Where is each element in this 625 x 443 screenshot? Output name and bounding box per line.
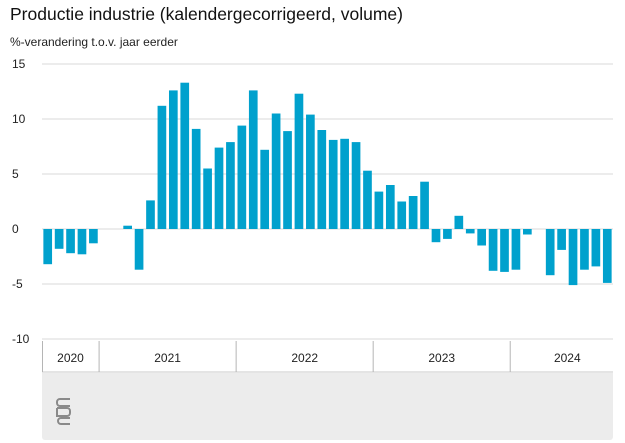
bar[interactable] [77,229,87,255]
x-axis: 2020 2021 2022 2023 2024 [42,341,613,373]
bar[interactable] [191,128,201,229]
bar[interactable] [602,229,612,283]
bar[interactable] [157,105,167,229]
cbs-logo-icon [56,398,71,425]
bar[interactable] [248,90,258,230]
bar[interactable] [408,196,418,229]
bar[interactable] [146,200,155,229]
chart-subtitle: %-verandering t.o.v. jaar eerder [10,35,178,49]
bar[interactable] [237,125,247,229]
bar[interactable] [523,229,532,235]
bar[interactable] [134,229,144,270]
chart-footer [42,373,613,440]
bar[interactable] [443,229,452,239]
bar[interactable] [568,229,578,286]
bar[interactable] [271,113,281,230]
bar[interactable] [294,93,304,229]
bar[interactable] [283,131,292,229]
bar[interactable] [545,229,555,276]
y-tick-label: 15 [12,57,26,71]
y-tick-label: -10 [12,332,30,346]
bar[interactable] [43,229,53,265]
x-year-label: 2023 [428,351,455,365]
bar[interactable] [351,142,361,229]
bar[interactable] [477,229,487,246]
bar[interactable] [168,90,178,230]
bar[interactable] [557,229,566,250]
chart-title: Productie industrie (kalendergecorrigeer… [10,4,403,24]
bar[interactable] [580,229,589,270]
y-tick-label: 5 [12,167,19,181]
y-tick-label: 10 [12,112,26,126]
bars [43,82,612,286]
bar[interactable] [214,147,224,229]
y-tick-label: 0 [12,222,19,236]
bar[interactable] [488,229,498,271]
bar[interactable] [180,82,190,229]
bar[interactable] [317,130,327,229]
x-year-label: 2022 [291,351,318,365]
x-year-label: 2024 [554,351,581,365]
bar[interactable] [363,170,372,229]
y-axis-ticks: 15 10 5 0 -5 -10 [12,57,30,346]
bar[interactable] [226,142,235,229]
bar[interactable] [420,181,429,229]
y-tick-label: -5 [12,277,23,291]
bar[interactable] [385,185,395,229]
bar[interactable] [328,139,338,229]
bar[interactable] [397,201,407,230]
bar[interactable] [123,225,132,229]
bar[interactable] [465,229,475,234]
bar[interactable] [374,191,384,229]
x-year-label: 2021 [154,351,181,365]
bar[interactable] [260,149,270,229]
bar[interactable] [454,215,464,229]
x-year-label: 2020 [57,351,84,365]
bar[interactable] [54,229,64,249]
bar[interactable] [511,229,521,270]
bar[interactable] [89,229,98,244]
gridlines [42,63,613,340]
bar[interactable] [306,114,315,229]
bar[interactable] [591,229,601,267]
bar[interactable] [66,229,75,254]
bar[interactable] [203,168,212,230]
bar[interactable] [500,229,509,272]
bar[interactable] [340,138,349,229]
bar[interactable] [431,229,441,243]
